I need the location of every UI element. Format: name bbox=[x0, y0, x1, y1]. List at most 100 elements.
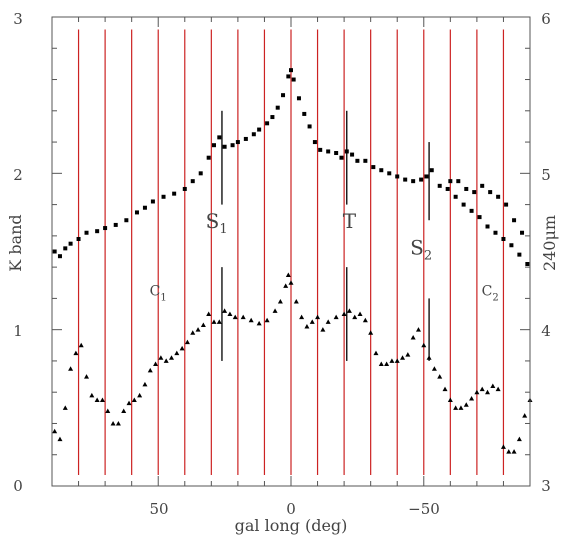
region-label: C2 bbox=[482, 283, 499, 303]
data-point bbox=[251, 132, 256, 137]
data-point bbox=[95, 229, 100, 234]
data-point bbox=[211, 319, 217, 324]
data-point bbox=[448, 179, 453, 184]
data-point bbox=[344, 149, 349, 154]
data-point bbox=[463, 402, 469, 407]
data-point bbox=[147, 367, 153, 373]
data-point bbox=[384, 361, 390, 367]
data-point bbox=[309, 319, 315, 324]
data-point bbox=[277, 299, 283, 304]
data-point bbox=[378, 361, 384, 367]
data-point bbox=[421, 342, 427, 348]
data-point bbox=[424, 174, 429, 179]
data-point bbox=[158, 355, 164, 360]
data-point bbox=[272, 308, 278, 313]
data-point bbox=[464, 186, 469, 191]
y-right-tick-label: 6 bbox=[541, 10, 551, 28]
region-annotations: S1 T S2 C1 C2 bbox=[150, 209, 499, 303]
data-point bbox=[240, 314, 246, 320]
data-point bbox=[291, 77, 296, 82]
data-point bbox=[517, 252, 522, 257]
marker-lines bbox=[221, 110, 430, 361]
axis-ticks bbox=[52, 16, 530, 487]
data-point bbox=[200, 322, 206, 327]
data-point bbox=[99, 397, 105, 403]
data-point bbox=[264, 317, 270, 323]
data-point bbox=[326, 149, 331, 154]
y-tick-label: 2 bbox=[13, 166, 23, 184]
data-point bbox=[445, 186, 450, 191]
data-point bbox=[362, 317, 368, 323]
region-label: C1 bbox=[150, 283, 167, 303]
data-point bbox=[222, 144, 227, 149]
data-point bbox=[461, 202, 466, 207]
data-point bbox=[472, 190, 477, 195]
data-point bbox=[394, 358, 400, 363]
data-point bbox=[137, 392, 143, 398]
data-point bbox=[334, 151, 339, 156]
data-point bbox=[174, 350, 180, 356]
data-point bbox=[126, 400, 132, 406]
data-point bbox=[341, 311, 347, 317]
data-point bbox=[206, 311, 212, 317]
data-point bbox=[63, 246, 68, 251]
data-point bbox=[426, 355, 432, 360]
data-point bbox=[379, 168, 384, 173]
data-point bbox=[485, 389, 491, 395]
data-point bbox=[190, 179, 195, 184]
data-point bbox=[211, 143, 216, 148]
data-point bbox=[256, 320, 262, 326]
data-point bbox=[387, 171, 392, 176]
data-point bbox=[389, 358, 395, 363]
data-point bbox=[469, 208, 474, 213]
data-series bbox=[52, 68, 533, 454]
data-point bbox=[68, 366, 74, 371]
data-point bbox=[76, 236, 81, 241]
data-point bbox=[124, 218, 129, 223]
data-point bbox=[318, 147, 323, 152]
data-point bbox=[153, 361, 159, 367]
data-point bbox=[206, 155, 211, 160]
data-point bbox=[68, 241, 73, 246]
data-point bbox=[89, 392, 95, 398]
data-point bbox=[456, 179, 461, 184]
data-point bbox=[493, 230, 498, 235]
data-point bbox=[142, 381, 148, 387]
x-tick-label: −50 bbox=[408, 500, 440, 518]
region-label: S2 bbox=[410, 236, 432, 264]
y-right-axis-label: 240μm bbox=[540, 215, 559, 271]
data-point bbox=[105, 408, 111, 413]
data-point bbox=[265, 121, 270, 126]
data-point bbox=[410, 334, 416, 340]
data-point bbox=[352, 314, 358, 320]
data-point bbox=[182, 186, 187, 191]
data-point bbox=[232, 314, 238, 320]
data-point bbox=[142, 205, 147, 210]
data-point bbox=[346, 308, 352, 313]
data-point bbox=[110, 420, 116, 426]
data-point bbox=[293, 299, 299, 304]
y-tick-label: 1 bbox=[13, 322, 23, 340]
data-point bbox=[248, 317, 254, 323]
data-point bbox=[495, 386, 501, 392]
data-point bbox=[190, 330, 196, 335]
data-point bbox=[57, 254, 62, 259]
data-point bbox=[169, 355, 174, 360]
data-point bbox=[115, 420, 121, 426]
data-point bbox=[447, 397, 453, 403]
data-point bbox=[216, 319, 222, 324]
y-right-tick-label: 4 bbox=[541, 322, 551, 340]
data-point bbox=[163, 358, 169, 363]
data-point bbox=[511, 449, 517, 454]
data-point bbox=[437, 183, 442, 188]
data-point bbox=[474, 389, 480, 395]
x-axis-label: gal long (deg) bbox=[235, 516, 348, 535]
data-point bbox=[415, 327, 421, 332]
data-point bbox=[501, 236, 506, 241]
data-point bbox=[103, 226, 108, 231]
data-point bbox=[405, 352, 411, 357]
data-point bbox=[500, 444, 506, 449]
data-point bbox=[275, 105, 280, 110]
data-point bbox=[325, 319, 331, 324]
data-point bbox=[285, 272, 291, 277]
